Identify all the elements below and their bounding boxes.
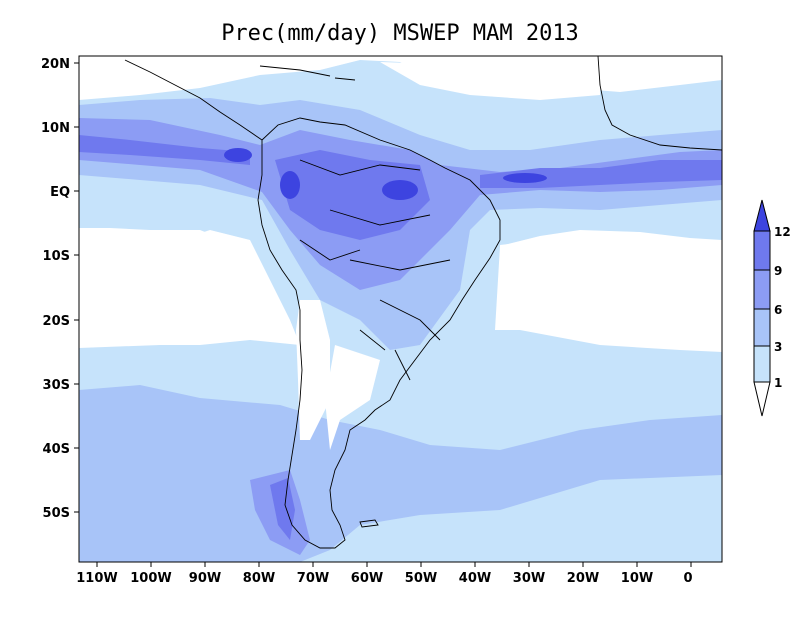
lon-label-50w: 50W xyxy=(405,571,437,586)
colorbar-label-6: 6 xyxy=(774,303,782,317)
precip-band-heavy-pac xyxy=(79,135,250,165)
lon-label-100w: 100W xyxy=(130,571,171,586)
central-america-outline xyxy=(124,59,263,141)
dry-zone-se-pacific xyxy=(100,230,300,345)
precip-core-amazon xyxy=(382,180,418,200)
lat-label-eq: EQ xyxy=(50,185,70,200)
south-america-outline xyxy=(257,117,501,549)
precip-band-patagonia-core xyxy=(270,478,295,540)
lat-label-20n: 20N xyxy=(41,57,70,72)
lon-label-80w: 80W xyxy=(243,571,275,586)
lat-tick-labels: 20N 10N EQ 10S 20S 30S 40S 50S xyxy=(41,57,70,521)
dry-zone-atacama xyxy=(296,300,330,440)
lon-label-10w: 10W xyxy=(621,571,653,586)
coastlines xyxy=(124,55,723,549)
colorbar-label-1: 1 xyxy=(774,376,782,390)
precip-core-pacific xyxy=(224,148,252,162)
lon-label-70w: 70W xyxy=(297,571,329,586)
precip-band-heavy xyxy=(275,150,430,240)
country-borders xyxy=(299,159,451,381)
colorbar-top-arrow xyxy=(753,199,771,232)
lat-label-30s: 30S xyxy=(43,378,70,393)
dry-zone-ne-pacific xyxy=(79,56,200,85)
dry-zone-n-atlantic xyxy=(380,60,600,100)
lat-label-20s: 20S xyxy=(43,314,70,329)
lat-label-50s: 50S xyxy=(43,506,70,521)
colorbar-bin-3-6 xyxy=(753,308,771,347)
island-hispaniola xyxy=(334,77,356,81)
lon-label-20w: 20W xyxy=(567,571,599,586)
lon-tick-labels: 110W 100W 90W 80W 70W 60W 50W 40W 30W 20… xyxy=(76,571,692,586)
colorbar-bin-1-3 xyxy=(753,345,771,383)
colorbar-label-12: 12 xyxy=(774,225,791,239)
colorbar-label-3: 3 xyxy=(774,340,782,354)
precip-field xyxy=(79,56,722,562)
plot-frame xyxy=(78,55,723,563)
colorbar-label-9: 9 xyxy=(774,264,782,278)
lat-label-10n: 10N xyxy=(41,121,70,136)
dry-zone-argentina xyxy=(325,345,380,450)
falklands xyxy=(359,519,379,528)
precip-band-medium-south xyxy=(79,385,722,562)
lon-label-90w: 90W xyxy=(189,571,221,586)
colorbar-bin-6-9 xyxy=(753,269,771,310)
lon-label-110w: 110W xyxy=(76,571,117,586)
colorbar-bottom-arrow xyxy=(753,381,771,417)
lon-label-30w: 30W xyxy=(513,571,545,586)
precip-core-andes xyxy=(280,171,300,199)
dry-zone-s-atlantic xyxy=(500,235,722,345)
map-title: Prec(mm/day) MSWEP MAM 2013 xyxy=(221,21,579,46)
island-cuba xyxy=(259,65,331,77)
colorbar xyxy=(753,199,771,417)
lon-label-40w: 40W xyxy=(459,571,491,586)
tick-marks xyxy=(74,62,692,567)
precip-core-atlantic xyxy=(503,173,547,183)
lat-label-10s: 10S xyxy=(43,249,70,264)
colorbar-labels: 12 9 6 3 1 xyxy=(774,225,791,390)
lon-label-60w: 60W xyxy=(351,571,383,586)
colorbar-bin-9-12 xyxy=(753,230,771,271)
africa-outline xyxy=(597,55,723,151)
lat-label-40s: 40S xyxy=(43,442,70,457)
lon-label-0: 0 xyxy=(683,571,692,586)
